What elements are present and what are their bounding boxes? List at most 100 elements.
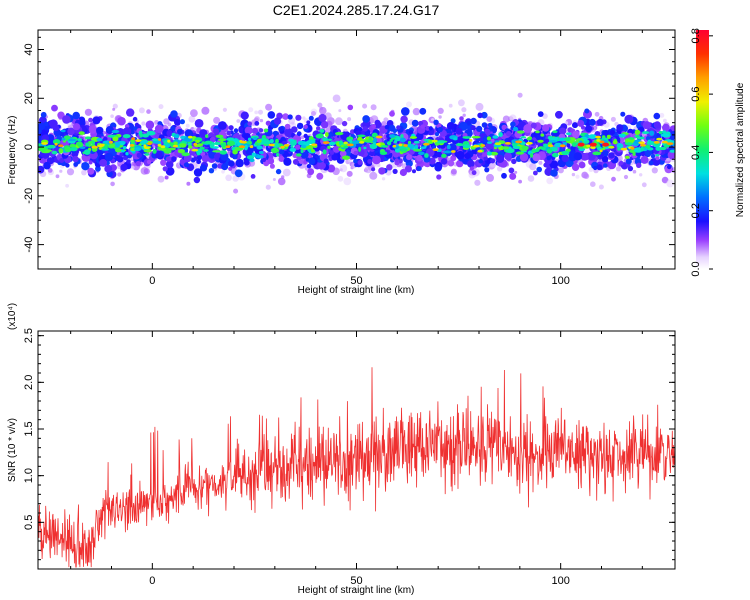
heatmap-cell: [550, 169, 558, 177]
heatmap-cell: [431, 118, 435, 122]
heatmap-cell: [639, 173, 643, 177]
heatmap-cell: [627, 165, 634, 172]
x-tick-label: 50: [350, 275, 362, 287]
heatmap-cell: [661, 140, 668, 144]
heatmap-cell: [338, 109, 342, 113]
heatmap-cell: [243, 157, 248, 162]
heatmap-cell: [324, 132, 329, 137]
heatmap-cell: [419, 107, 427, 115]
heatmap-cell: [521, 145, 529, 150]
heatmap-cell: [362, 103, 368, 109]
heatmap-cell: [134, 147, 141, 152]
heatmap-cell: [458, 99, 465, 107]
heatmap-cell: [561, 150, 570, 156]
heatmap-cell: [537, 111, 544, 117]
y-tick-label: 0: [23, 144, 35, 150]
heatmap-cell: [428, 126, 433, 131]
heatmap-cell: [187, 142, 192, 147]
heatmap-cell: [578, 161, 586, 169]
heatmap-cell: [190, 109, 198, 117]
heatmap-cell: [170, 156, 177, 163]
heatmap-cell: [611, 176, 616, 182]
heatmap-cell: [625, 155, 630, 159]
heatmap-cell: [420, 124, 425, 129]
heatmap-cell: [311, 143, 318, 147]
heatmap-cell: [447, 129, 452, 134]
heatmap-cell: [412, 107, 421, 116]
heatmap-cell: [134, 122, 140, 128]
heatmap-cell: [250, 174, 256, 179]
colorbar-tick-label: 0.0: [690, 261, 702, 276]
heatmap-cell: [167, 147, 176, 151]
heatmap-cell: [327, 145, 331, 149]
heatmap-peak: [589, 142, 597, 147]
heatmap-cell: [376, 142, 381, 146]
heatmap-cell: [383, 117, 389, 123]
snr-series-line: [38, 367, 675, 568]
y-tick-label: 40: [23, 43, 35, 55]
heatmap-cell: [596, 164, 603, 170]
heatmap-cell: [624, 114, 634, 124]
heatmap-cell: [471, 170, 477, 176]
heatmap-cell: [188, 145, 193, 149]
heatmap-cell: [70, 146, 78, 152]
heatmap-cell: [72, 111, 80, 120]
heatmap-cell: [461, 107, 467, 113]
heatmap-cell: [322, 137, 329, 142]
heatmap-cell: [526, 141, 533, 145]
heatmap-cell: [327, 138, 332, 141]
heatmap-cell: [662, 123, 670, 132]
heatmap-cell: [267, 111, 276, 119]
heatmap-cell: [394, 147, 401, 153]
heatmap-cell: [464, 152, 471, 160]
heatmap-cell: [52, 139, 61, 145]
heatmap-cell: [632, 152, 636, 157]
heatmap-cell: [343, 177, 352, 186]
heatmap-cell: [213, 128, 220, 135]
heatmap-cell: [369, 150, 376, 157]
heatmap-cell: [502, 115, 510, 123]
heatmap-cell: [136, 152, 142, 158]
heatmap-cell: [635, 148, 639, 152]
heatmap-cell: [470, 117, 477, 125]
heatmap-cell: [519, 152, 529, 162]
heatmap-cell: [170, 110, 178, 118]
heatmap-cell: [440, 158, 448, 165]
heatmap-cell: [343, 141, 348, 145]
heatmap-cell: [211, 163, 218, 169]
heatmap-cell: [166, 129, 173, 137]
y-tick-label: 1.5: [23, 421, 35, 436]
heatmap-cell: [84, 108, 92, 116]
heatmap-cell: [540, 133, 545, 137]
heatmap-cell: [316, 126, 321, 131]
heatmap-cell: [173, 133, 180, 139]
heatmap-cell: [319, 128, 325, 133]
heatmap-cell: [292, 158, 299, 165]
heatmap-cell: [456, 159, 464, 168]
heatmap-cell: [62, 115, 71, 124]
heatmap-cell: [201, 155, 209, 163]
heatmap-cell: [450, 155, 457, 162]
heatmap-cell: [306, 164, 312, 169]
heatmap-cell: [247, 137, 252, 141]
heatmap-cell: [265, 120, 271, 126]
heatmap-cell: [552, 130, 558, 134]
heatmap-cell: [432, 148, 439, 152]
heatmap-cell: [114, 141, 121, 148]
heatmap-cell: [557, 167, 564, 174]
heatmap-cell: [434, 132, 440, 137]
heatmap-cell: [217, 138, 227, 142]
y-tick-label: 2.5: [23, 328, 35, 343]
heatmap-cell: [342, 155, 350, 160]
heatmap-cell: [616, 124, 624, 132]
heatmap-cell: [571, 172, 576, 177]
heatmap-cell: [329, 150, 335, 155]
heatmap-cell: [436, 174, 442, 180]
heatmap-cell: [610, 116, 616, 122]
heatmap-cell: [201, 141, 205, 145]
heatmap-cell: [641, 152, 646, 157]
heatmap-cell: [303, 124, 308, 129]
heatmap-cell: [157, 143, 162, 147]
heatmap-cell: [504, 142, 511, 145]
heatmap-cell: [564, 137, 571, 142]
